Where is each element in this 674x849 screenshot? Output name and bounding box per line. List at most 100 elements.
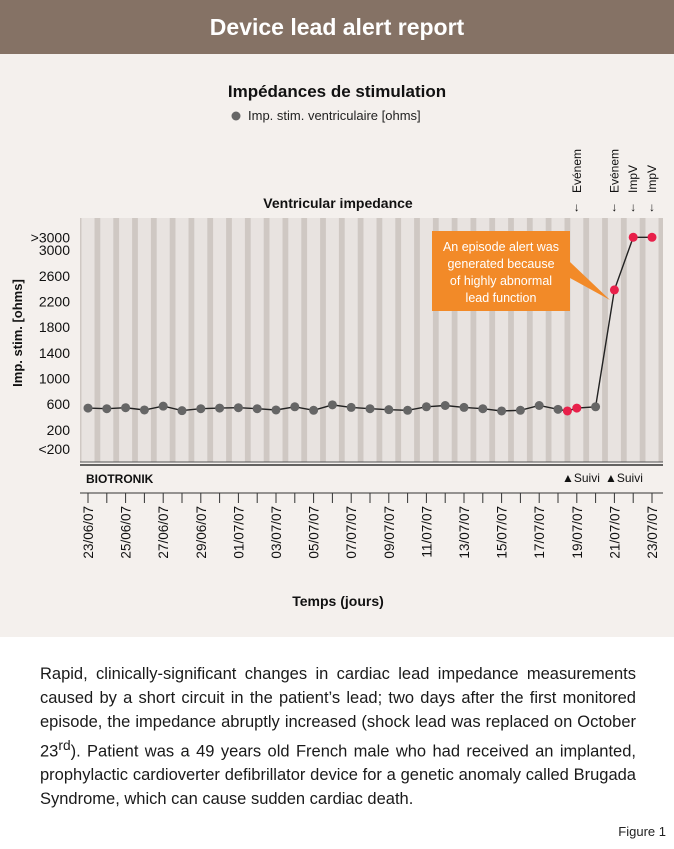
data-point <box>591 402 601 412</box>
day-stripe <box>288 218 302 462</box>
x-tick-label: 27/06/07 <box>156 506 171 559</box>
x-tick-label: 13/07/07 <box>457 506 472 559</box>
data-point <box>553 404 563 414</box>
alert-point <box>647 232 657 242</box>
y-tick-label: 1400 <box>39 345 70 361</box>
y-tick-label: 2600 <box>39 268 70 284</box>
alert-callout <box>432 231 570 311</box>
y-tick-label: <200 <box>38 441 70 457</box>
x-tick-label: 23/07/07 <box>645 506 660 559</box>
legend-label: Imp. stim. ventriculaire [ohms] <box>248 108 421 123</box>
event-arrow-icon: ↓ <box>649 200 655 214</box>
data-point <box>158 401 168 411</box>
x-tick-label: 03/07/07 <box>269 506 284 559</box>
x-tick-label: 01/07/07 <box>231 506 246 559</box>
day-stripe <box>269 218 283 462</box>
data-point <box>478 404 488 414</box>
data-point <box>233 403 243 413</box>
y-tick-label: >3000 <box>31 229 71 245</box>
event-marker-label: ImpV <box>626 165 640 193</box>
data-point <box>459 402 469 412</box>
x-tick-label: 21/07/07 <box>607 506 622 559</box>
day-stripe <box>250 218 264 462</box>
event-arrow-icon: ↓ <box>630 200 636 214</box>
day-stripe <box>307 218 321 462</box>
report-title: Device lead alert report <box>209 13 465 40</box>
caption-text: Rapid, clinically-significant changes in… <box>40 664 636 761</box>
x-tick-label: 19/07/07 <box>570 506 585 559</box>
data-point <box>346 402 356 412</box>
alert-callout-text: lead function <box>466 291 537 305</box>
day-stripe <box>344 218 358 462</box>
alert-point <box>628 232 638 242</box>
y-tick-label: 1800 <box>39 319 70 335</box>
caption-area <box>0 637 674 849</box>
chart-subtitle: Ventricular impedance <box>263 195 413 211</box>
day-stripe <box>137 218 151 462</box>
caption-text-end: ). Patient was a 49 years old French mal… <box>40 742 636 808</box>
x-tick-label: 07/07/07 <box>344 506 359 559</box>
chart-title: Impédances de stimulation <box>228 82 446 101</box>
data-point <box>327 400 337 410</box>
data-point <box>252 404 262 414</box>
alert-point <box>562 406 572 416</box>
followup-label: ▲Suivi <box>605 471 643 485</box>
x-tick-label: 17/07/07 <box>532 506 547 559</box>
day-stripe <box>119 218 133 462</box>
day-stripe <box>175 218 189 462</box>
event-marker-label: Evénem <box>607 149 621 193</box>
data-point <box>177 406 187 416</box>
data-point <box>421 402 431 412</box>
y-tick-label: 2200 <box>39 293 70 309</box>
x-tick-label: 29/06/07 <box>194 506 209 559</box>
day-stripe <box>401 218 415 462</box>
data-point <box>196 404 206 414</box>
data-point <box>403 405 413 415</box>
day-stripe <box>194 218 208 462</box>
y-axis-label: Imp. stim. [ohms] <box>10 279 25 387</box>
day-stripe <box>626 218 640 462</box>
day-stripe <box>81 218 95 462</box>
event-arrow-icon: ↓ <box>574 200 580 214</box>
data-point <box>440 400 450 410</box>
data-point <box>365 404 375 414</box>
caption-superscript: rd <box>58 737 71 753</box>
x-tick-label: 25/06/07 <box>119 506 134 559</box>
alert-point <box>572 403 582 413</box>
data-point <box>83 403 93 413</box>
data-point <box>515 405 525 415</box>
day-stripe <box>419 218 433 462</box>
x-tick-label: 15/07/07 <box>495 506 510 559</box>
day-stripe <box>589 218 603 462</box>
day-stripe <box>607 218 621 462</box>
alert-callout-text: generated because <box>447 257 554 271</box>
data-point <box>384 405 394 415</box>
data-point <box>309 405 319 415</box>
y-tick-label: 1000 <box>39 371 70 387</box>
alert-callout-pointer <box>570 262 610 300</box>
x-tick-label: 23/06/07 <box>81 506 96 559</box>
y-tick-label: 600 <box>47 396 71 412</box>
brand-label: BIOTRONIK <box>86 472 154 486</box>
x-tick-label: 09/07/07 <box>382 506 397 559</box>
followup-label: ▲Suivi <box>562 471 600 485</box>
alert-point <box>609 285 619 295</box>
alert-callout-text: of highly abnormal <box>450 274 552 288</box>
figure-caption: Rapid, clinically-significant changes in… <box>40 662 636 812</box>
day-stripe <box>325 218 339 462</box>
legend-marker <box>231 111 241 121</box>
data-point <box>215 403 225 413</box>
event-arrow-icon: ↓ <box>611 200 617 214</box>
data-point <box>271 405 281 415</box>
data-point <box>497 406 507 416</box>
data-point <box>139 405 149 415</box>
alert-callout-text: An episode alert was <box>443 240 559 254</box>
data-point <box>290 402 300 412</box>
impedance-chart: Impédances de stimulation Imp. stim. ven… <box>10 82 663 609</box>
day-stripe <box>100 218 114 462</box>
x-axis-label: Temps (jours) <box>292 593 384 609</box>
y-tick-label: 200 <box>47 422 71 438</box>
x-tick-label: 11/07/07 <box>419 506 434 558</box>
day-stripe <box>213 218 227 462</box>
data-point <box>121 403 131 413</box>
